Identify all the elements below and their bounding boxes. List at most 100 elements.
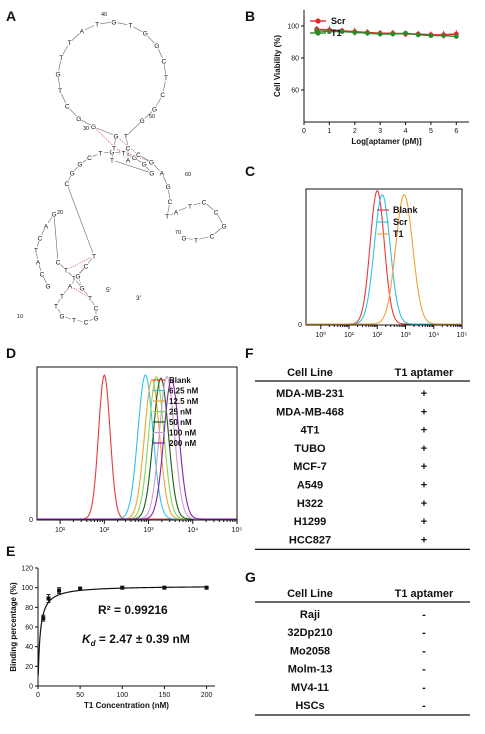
nucleotide-bg xyxy=(78,284,86,292)
nucleotide: C xyxy=(65,181,70,188)
nucleotide: G xyxy=(142,162,147,169)
panel-g: G Cell Line T1 aptamer Raji - 32Dp210 - Mo2058… xyxy=(245,569,470,716)
nucleotide-bg xyxy=(58,312,66,320)
position-number: 20 xyxy=(57,210,63,216)
kd-annotation: Kd = 2.47 ± 0.39 nM xyxy=(82,632,190,648)
nucleotide-bg xyxy=(62,266,70,274)
nucleotide-bg xyxy=(180,234,188,242)
base-pair-link xyxy=(65,255,95,271)
nucleotide-bg xyxy=(135,151,142,159)
nucleotide: C xyxy=(202,199,207,206)
panel-f-label: F xyxy=(245,345,254,361)
legend-label: Blank xyxy=(393,205,419,215)
nucleotide: C xyxy=(40,271,45,278)
x-tick-label: 100 xyxy=(116,692,128,699)
x-tick-label: 10² xyxy=(372,332,383,339)
x-tick-label: 4 xyxy=(404,128,408,135)
y-axis-label: Cell Viability (%) xyxy=(273,35,282,97)
nucleotide-bg xyxy=(158,169,166,177)
table-cell-line-name: A549 xyxy=(297,480,323,492)
legend-label: Scr xyxy=(331,16,346,26)
nucleotide-bg xyxy=(82,262,90,270)
position-number: 30 xyxy=(83,126,89,132)
nucleotide-bg xyxy=(92,314,100,322)
nucleotide-bg xyxy=(90,252,98,260)
chart-e-binding: 0 50 100 150 200 0 20 40 60 80 100 120 T1 Concentrat… xyxy=(9,566,215,710)
nucleotide-bg xyxy=(36,234,44,242)
backbone-link xyxy=(53,213,59,263)
table-cell-result: + xyxy=(421,388,427,400)
y-tick-label: 60 xyxy=(291,88,299,95)
table-cell-line-name: HCC827 xyxy=(289,534,331,546)
data-point xyxy=(78,586,83,591)
table-cell-result: - xyxy=(422,664,426,676)
table-cell-line-name: Mo2058 xyxy=(290,645,330,657)
data-point xyxy=(204,585,209,590)
nucleotide: G xyxy=(221,223,226,230)
data-point-T1 xyxy=(365,30,370,36)
nucleotide-bg xyxy=(159,91,167,98)
nucleotide: A xyxy=(126,157,131,164)
nucleotide: G xyxy=(181,235,186,242)
nucleotide-bg xyxy=(90,123,97,131)
nucleotide: C xyxy=(87,155,92,162)
nucleotide-bg xyxy=(172,208,180,216)
nucleotide-bg xyxy=(124,156,132,164)
nucleotide-bg xyxy=(162,74,170,82)
nucleotide-bg xyxy=(63,102,71,110)
data-point xyxy=(162,585,167,590)
table-cell-result: - xyxy=(422,645,426,657)
nucleotide-bg xyxy=(50,210,58,218)
nucleotide-bg xyxy=(44,282,52,290)
nucleotide-bg xyxy=(148,158,155,166)
legend-label: 200 nM xyxy=(169,439,196,448)
data-point xyxy=(41,616,46,621)
nucleotide: T xyxy=(194,237,198,244)
y-tick-label: 40 xyxy=(25,644,33,651)
nucleotide-bg xyxy=(110,18,118,26)
nucleotide: T xyxy=(60,293,64,300)
nucleotide: T xyxy=(88,295,92,302)
legend-label: Scr xyxy=(393,217,408,227)
position-number: 60 xyxy=(185,172,191,178)
nucleotide-bg xyxy=(68,169,76,177)
nucleotide: G xyxy=(154,43,159,50)
backbone-link xyxy=(66,183,95,257)
nucleotide: C xyxy=(168,199,173,206)
nucleotide: C xyxy=(84,319,89,326)
nucleotide: T xyxy=(95,21,99,28)
table-cell-result: + xyxy=(421,406,427,418)
nucleotide: T xyxy=(59,55,63,62)
nucleotide-bg xyxy=(54,70,62,78)
nucleotide: G xyxy=(166,184,171,191)
table-cell-result: - xyxy=(422,682,426,694)
nucleotide-bg xyxy=(120,150,128,157)
data-point-T1 xyxy=(377,31,383,37)
nucleotide: T xyxy=(188,203,192,210)
nucleotide: G xyxy=(77,162,82,169)
table-cell-result: + xyxy=(421,498,427,510)
nucleotide: G xyxy=(79,285,84,292)
nucleotide: A xyxy=(36,259,41,266)
nucleotide: T xyxy=(110,157,114,164)
data-point xyxy=(46,596,51,601)
nucleotide-bg xyxy=(163,213,171,220)
table-header-cell-line: Cell Line xyxy=(287,588,333,600)
histogram-curve-200nM xyxy=(37,379,237,520)
table-cell-result: + xyxy=(421,516,427,528)
x-tick-label: 150 xyxy=(159,692,171,699)
data-point-T1 xyxy=(453,34,459,39)
nucleotide: G xyxy=(143,31,148,38)
nucleotide-bg xyxy=(122,132,130,140)
x-tick-label: 6 xyxy=(454,128,458,135)
nucleotide-bg xyxy=(74,272,82,280)
y-tick-label: 100 xyxy=(287,24,299,31)
nucleotide-bg xyxy=(140,160,148,168)
nucleotide-bg xyxy=(38,270,46,278)
backbone-link xyxy=(125,120,143,137)
kd-subscript: d xyxy=(91,639,97,648)
nucleotide: T xyxy=(164,75,168,82)
position-number: 50 xyxy=(149,114,155,120)
nucleotide-bg xyxy=(141,30,149,37)
